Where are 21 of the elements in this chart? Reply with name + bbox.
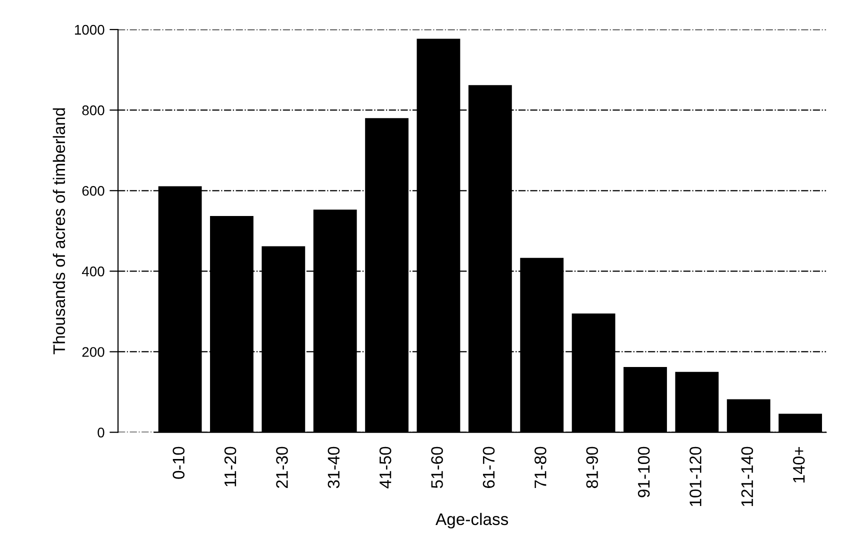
x-tick-label: 71-80 <box>534 446 546 488</box>
x-tick-label: 21-30 <box>276 446 288 488</box>
y-tick-label: 1000 <box>74 24 104 35</box>
x-tick-label: 61-70 <box>482 446 495 488</box>
x-tick-label: 41-50 <box>379 446 392 488</box>
y-tick-label: 400 <box>82 266 104 276</box>
x-tick-label: 11-20 <box>224 446 236 486</box>
y-tick-label: 800 <box>82 105 104 116</box>
x-tick-label: 51-60 <box>431 446 443 488</box>
x-tick-label: 101-120 <box>690 446 702 506</box>
x-tick-label: 140+ <box>792 446 805 482</box>
y-axis-title: Thousands of acres of timberland <box>52 108 66 354</box>
y-tick-label: 200 <box>82 347 104 357</box>
x-tick-label: 81-90 <box>586 446 598 488</box>
x-axis-title: Age-class <box>436 512 508 528</box>
y-tick-label: 600 <box>82 186 104 196</box>
x-tick-label: 91-100 <box>638 446 650 498</box>
x-tick-label: 0-10 <box>172 446 185 479</box>
x-tick-label: 31-40 <box>328 446 340 488</box>
x-tick-label: 121-140 <box>741 446 754 506</box>
y-tick-label: 0 <box>98 428 104 438</box>
